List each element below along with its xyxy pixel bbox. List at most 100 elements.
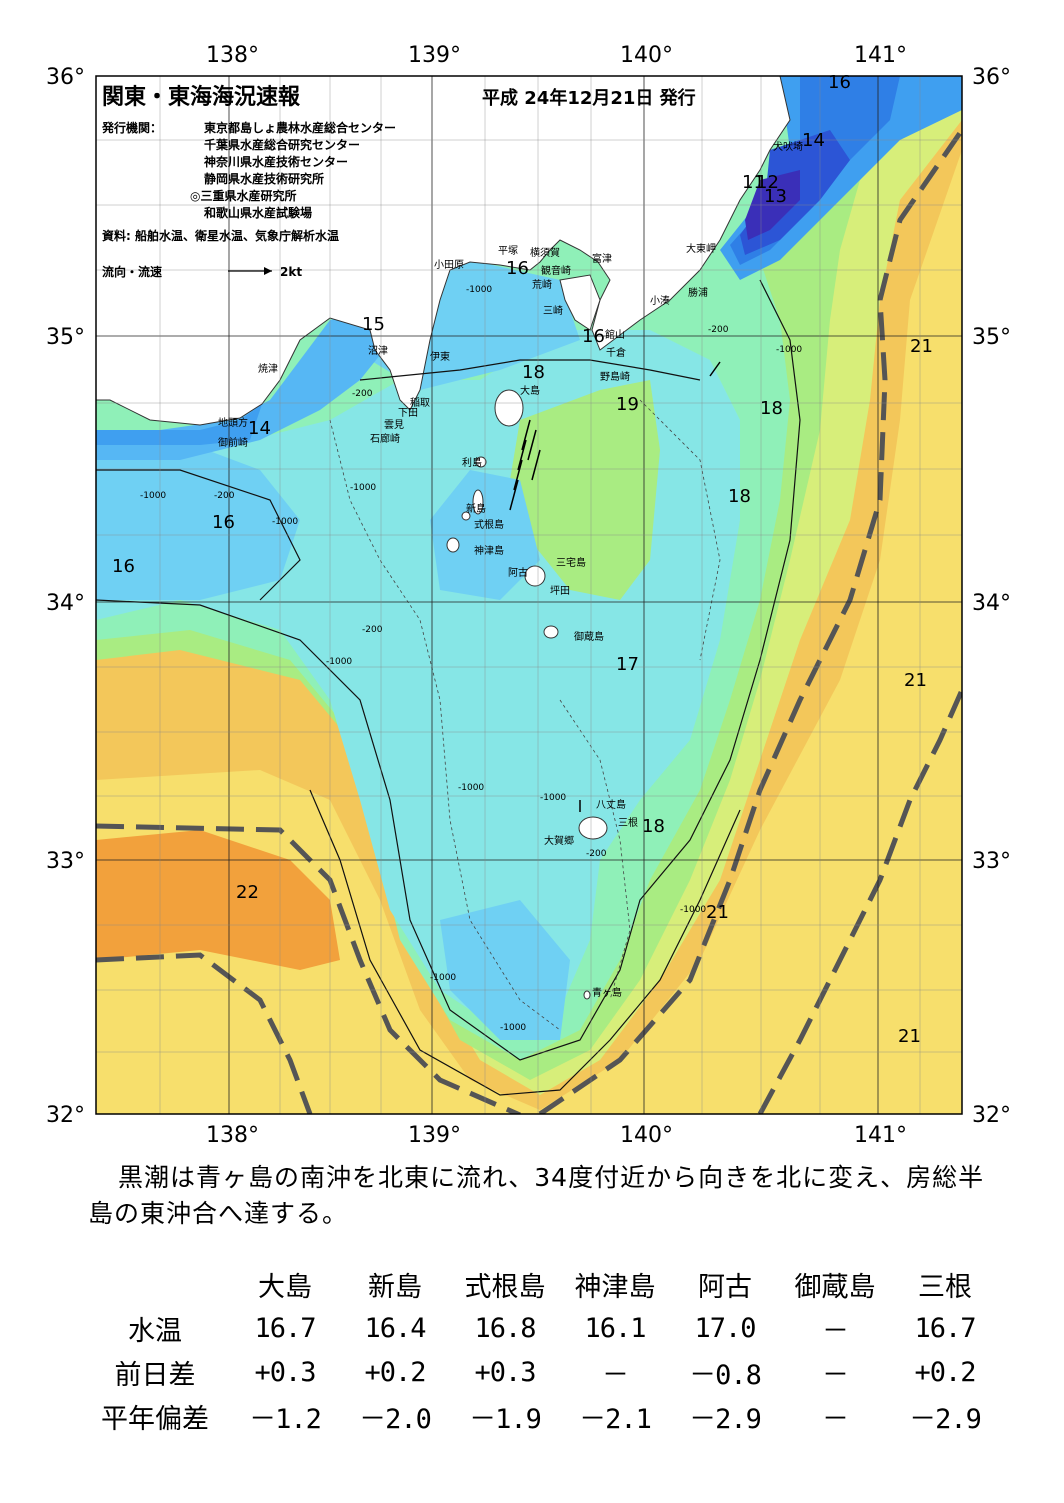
lat-label-right-33: 33° <box>972 849 1011 874</box>
iso-label-14-omaezaki: 14 <box>248 418 271 439</box>
map-header: 関東・東海海況速報 平成 24年12月21日 発行 発行機関： 東京都島しょ農林… <box>101 84 696 279</box>
table-cell: +0.3 <box>254 1356 316 1388</box>
lon-label-bottom-140: 140° <box>620 1123 673 1148</box>
place-hachijojima: 八丈島 <box>596 798 626 811</box>
table-col-header: 三根 <box>918 1271 972 1303</box>
table-col-header: 御蔵島 <box>794 1271 876 1303</box>
zone-22c <box>96 830 340 970</box>
iso-label-15: 15 <box>362 314 385 335</box>
table-row: 前日差 +0.3 +0.2 +0.3 － －0.8 － +0.2 <box>80 1350 1000 1394</box>
depth-label-1000-c: -1000 <box>140 491 166 501</box>
iso-label-11: 11 <box>742 172 765 193</box>
iso-label-21-e: 21 <box>904 670 927 691</box>
publisher-1: 東京都島しょ農林水産総合センター <box>204 120 396 135</box>
depth-label-1000-i: -1000 <box>680 905 706 915</box>
place-mikurajima: 御蔵島 <box>574 630 604 643</box>
table-row: 平年偏差 －1.2 －2.0 －1.9 －2.1 －2.9 － －2.9 <box>80 1394 1000 1438</box>
iso-label-21-far-se: 21 <box>898 1026 921 1047</box>
depth-label-1000-j: -1000 <box>430 973 456 983</box>
place-kozushima: 神津島 <box>474 544 504 557</box>
zone-21c <box>96 150 962 1114</box>
lon-label-top-140: 140° <box>620 43 673 68</box>
table-cell: － <box>822 1403 849 1435</box>
place-omaezaki: 御前崎 <box>218 436 248 449</box>
place-futtsu: 富津 <box>592 252 612 265</box>
depth-label-200-a: -200 <box>352 389 373 399</box>
place-tateyama: 館山 <box>605 328 625 341</box>
place-katsuura: 勝浦 <box>688 286 708 299</box>
place-okago: 大賀郷 <box>544 834 574 847</box>
depth-label-200-e: -200 <box>586 849 607 859</box>
iso-label-18-east: 18 <box>760 398 783 419</box>
table-cell: － <box>822 1315 849 1347</box>
table-col-header: 式根島 <box>464 1271 546 1303</box>
lon-label-top-141: 141° <box>854 43 907 68</box>
place-hiratsuka: 平塚 <box>498 245 518 257</box>
flow-legend-scale: 2kt <box>280 265 302 279</box>
publisher-6: 和歌山県水産試験場 <box>203 205 312 220</box>
sea-temperature-map: 138° 139° 140° 141° 138° 139° 140° 141° … <box>46 43 1011 1148</box>
iso-label-18-mid: 18 <box>728 486 751 507</box>
place-miyakejima: 三宅島 <box>556 556 586 569</box>
place-mitsune: 三根 <box>618 816 638 829</box>
lon-label-top-139: 139° <box>408 43 461 68</box>
place-yaizu: 焼津 <box>258 363 278 375</box>
iso-label-16-west: 16 <box>212 512 235 533</box>
iso-label-14-choshi: 14 <box>802 130 825 151</box>
place-kominato: 小湊 <box>650 294 670 307</box>
place-niijima: 新島 <box>466 502 486 515</box>
place-misaki: 三崎 <box>543 304 563 317</box>
toshima-island <box>475 456 487 468</box>
table-row-label: 前日差 <box>114 1359 196 1391</box>
lat-label-right-36: 36° <box>972 65 1011 90</box>
place-inatori: 稲取 <box>410 397 430 409</box>
depth-label-1000-e: -1000 <box>350 483 376 493</box>
lat-label-left-35: 35° <box>46 325 85 350</box>
depth-label-200-b: -200 <box>708 325 729 335</box>
depth-label-1000-a: -1000 <box>466 285 492 295</box>
iso-label-16-ne: 16 <box>828 72 851 93</box>
lat-label-right-35: 35° <box>972 325 1011 350</box>
depth-label-1000-g: -1000 <box>458 783 484 793</box>
place-yokosuka: 横須賀 <box>530 246 560 259</box>
lat-label-right-34: 34° <box>972 591 1011 616</box>
island-temperature-table: 大島 新島 式根島 神津島 阿古 御蔵島 三根 水温 16.7 16.4 16.… <box>80 1262 1000 1438</box>
table-header-row: 大島 新島 式根島 神津島 阿古 御蔵島 三根 <box>80 1262 1000 1306</box>
table-cell: 16.8 <box>474 1312 536 1344</box>
isotherm-labels: 16 16 16 16 15 14 14 11 12 13 16 18 19 1… <box>112 72 933 1047</box>
aogashima-island <box>583 990 591 1000</box>
depth-label-1000-b: -1000 <box>776 345 802 355</box>
iso-label-17: 17 <box>616 654 639 675</box>
issue-date: 平成 24年12月21日 発行 <box>482 87 696 109</box>
place-jitogata: 地頭方 <box>218 416 248 429</box>
place-irozaki: 石廊崎 <box>370 432 400 445</box>
table-corner <box>80 1262 230 1306</box>
table-cell: －1.2 <box>249 1403 322 1435</box>
zone-19c-izu <box>510 380 660 600</box>
lon-label-bottom-141: 141° <box>854 1123 907 1148</box>
map-frame <box>95 75 963 1115</box>
table-cell: +0.3 <box>474 1356 536 1388</box>
publisher-3: 神奈川県水産技術センター <box>204 154 348 169</box>
lat-label-right-32: 32° <box>972 1103 1011 1128</box>
place-taitomisaki: 大東岬 <box>686 242 716 255</box>
kuroshio-axis <box>96 128 962 1114</box>
table-col-header: 新島 <box>368 1271 422 1303</box>
table-cell: －2.9 <box>689 1403 762 1435</box>
zone-16c-aogashima <box>440 900 570 1040</box>
shikinejima-island <box>461 511 471 521</box>
iso-label-16-tateyama: 16 <box>582 326 605 347</box>
place-kumomi: 雲見 <box>384 419 404 431</box>
depth-label-1000-d: -1000 <box>272 517 298 527</box>
table-col-header: 神津島 <box>574 1271 656 1303</box>
table-cell: 16.7 <box>914 1312 976 1344</box>
hachijojima-island <box>578 816 608 840</box>
lon-label-bottom-138: 138° <box>206 1123 259 1148</box>
depth-label-200-c: -200 <box>214 491 235 501</box>
depth-label-1000-f: -1000 <box>326 657 352 667</box>
lon-label-bottom-139: 139° <box>408 1123 461 1148</box>
iso-label-16-sagami: 16 <box>506 258 529 279</box>
isotherms <box>96 279 801 1096</box>
lat-label-left-33: 33° <box>46 849 85 874</box>
description: 黒潮は青ヶ島の南沖を北東に流れ、34度付近から向きを北に変え、房総半島の東沖合へ… <box>88 1160 1008 1232</box>
